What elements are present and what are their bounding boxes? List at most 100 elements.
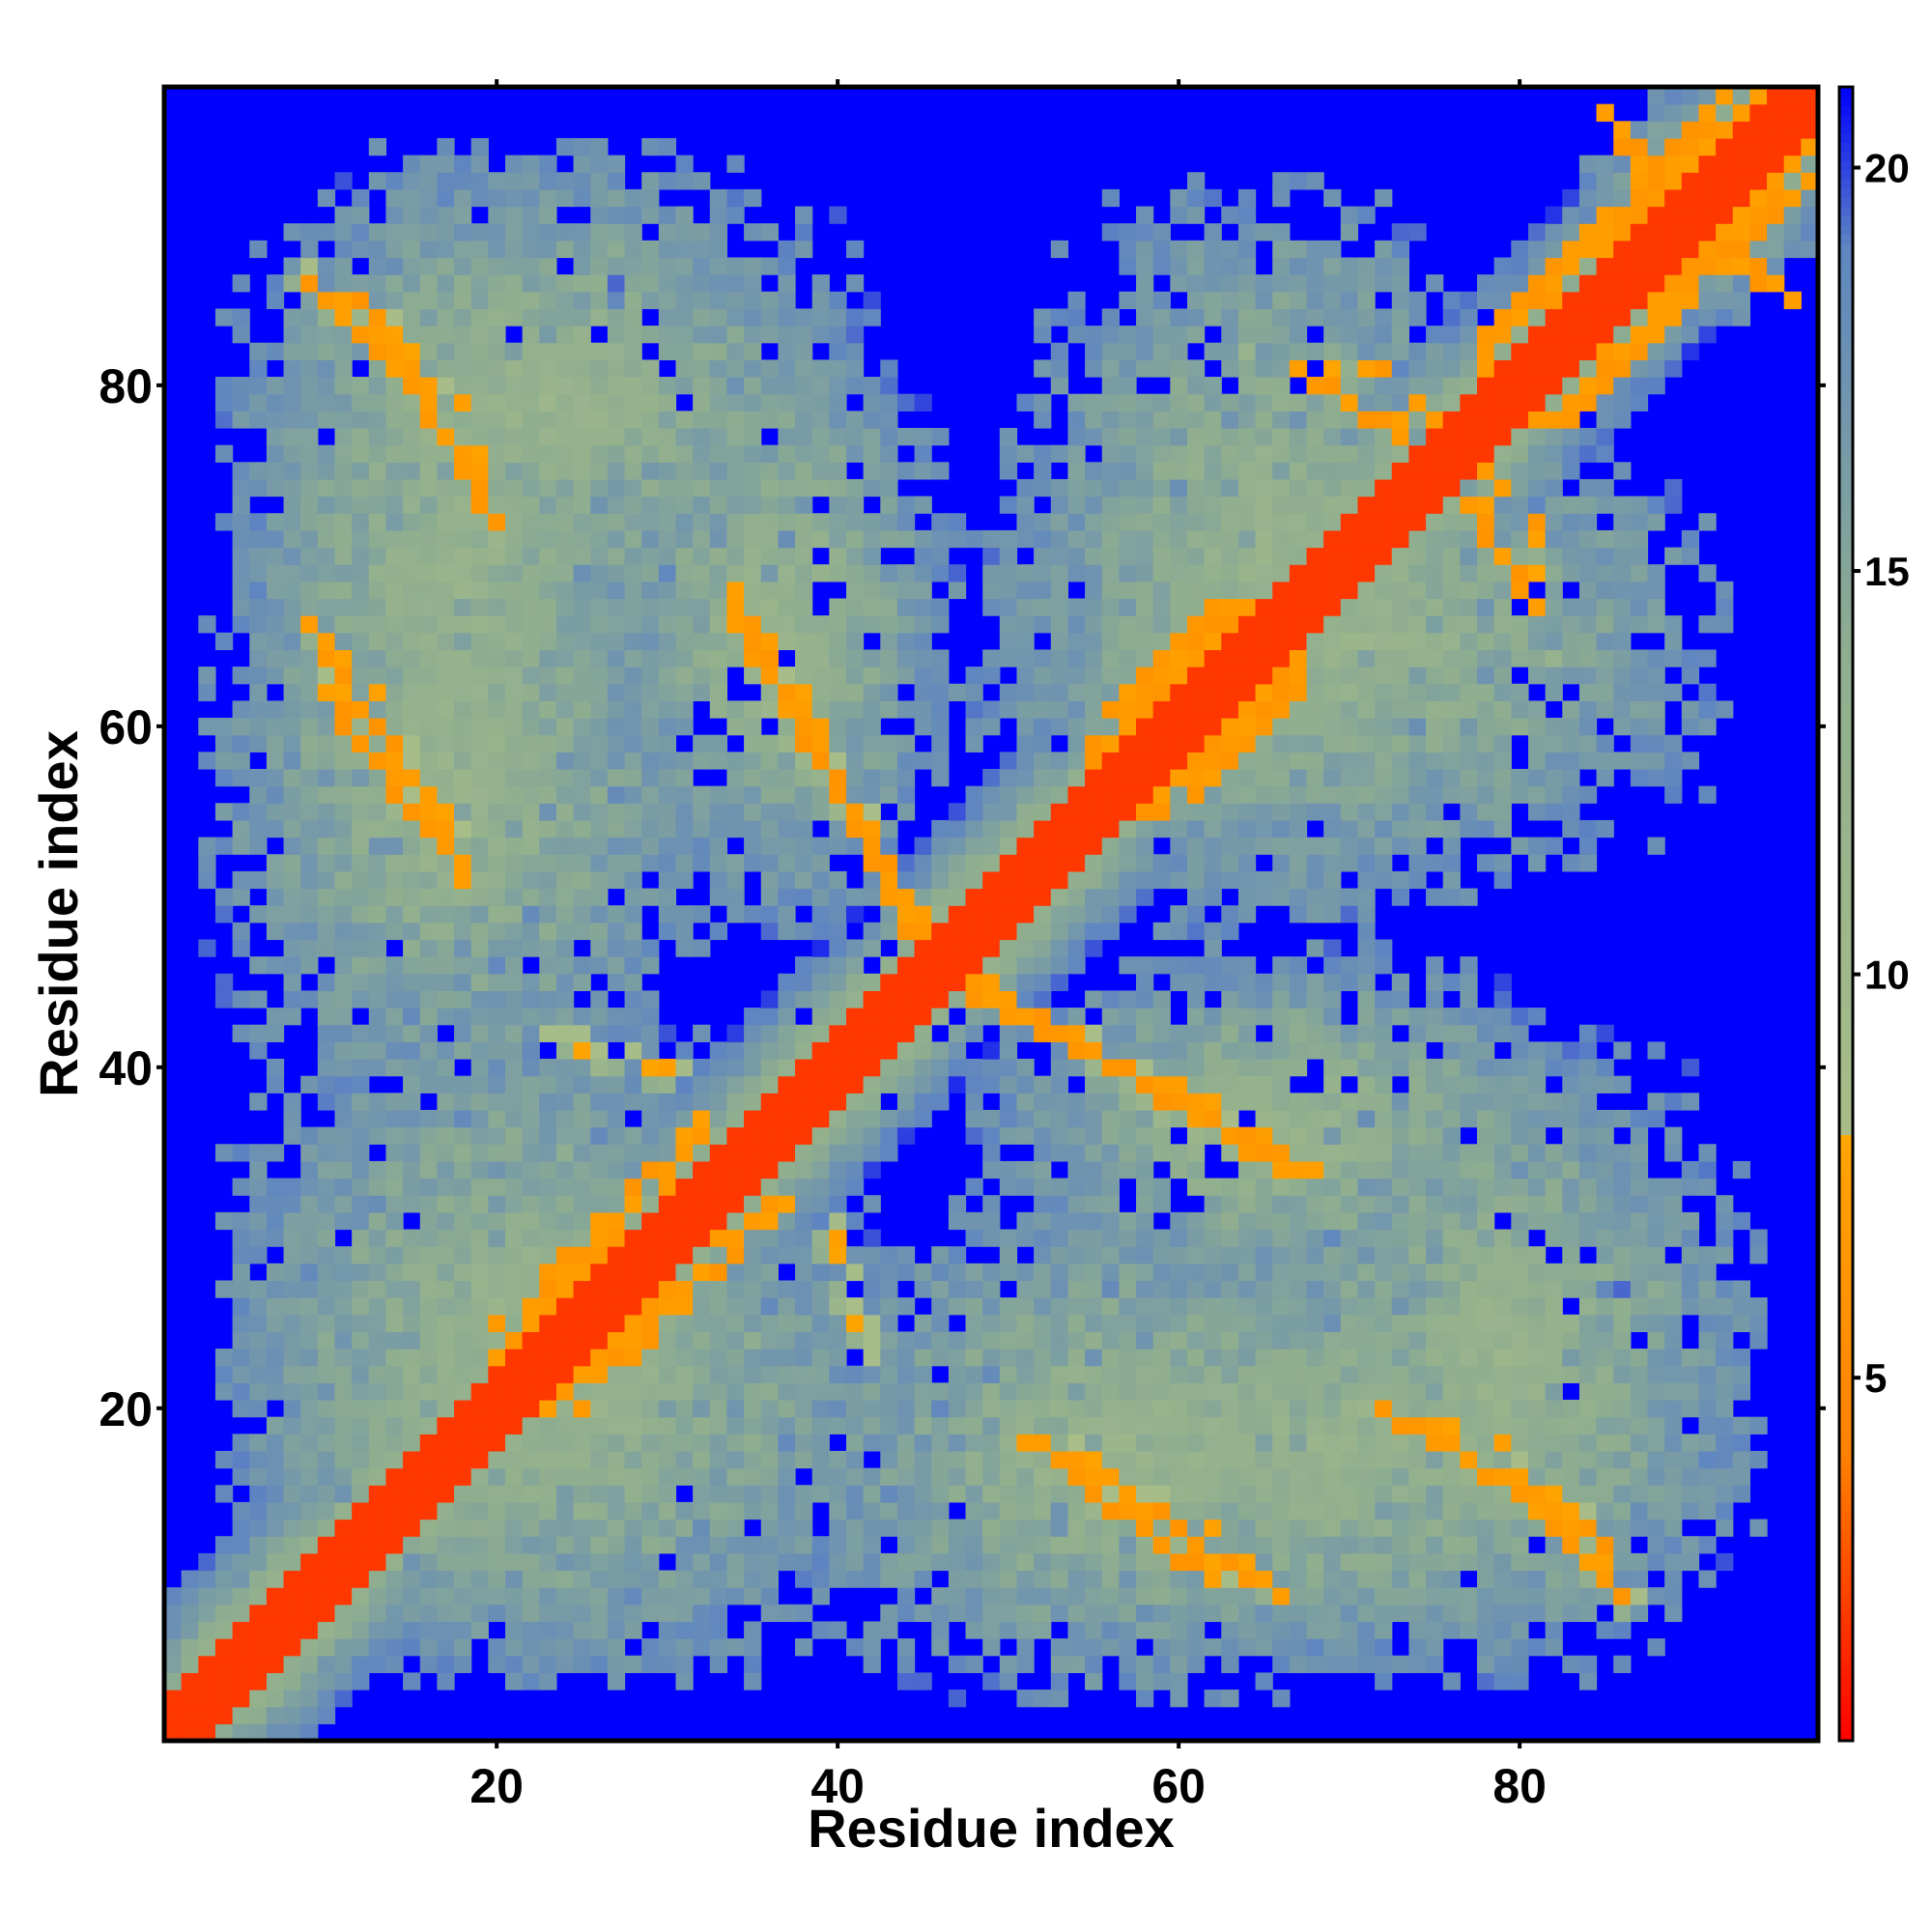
heatmap-cell (624, 854, 642, 872)
heatmap-cell (1119, 837, 1137, 855)
heatmap-cell (403, 854, 421, 872)
heatmap-cell (249, 1365, 268, 1383)
heatmap-cell (1221, 581, 1239, 600)
heatmap-cell (1034, 803, 1052, 821)
heatmap-cell (1170, 1349, 1188, 1367)
heatmap-cell (658, 1400, 677, 1418)
heatmap-cell (368, 1416, 387, 1435)
heatmap-cell (863, 990, 881, 1009)
heatmap-cell (1119, 411, 1137, 429)
heatmap-cell (624, 308, 642, 327)
heatmap-cell (539, 700, 557, 719)
heatmap-cell (607, 172, 626, 190)
heatmap-cell (675, 752, 694, 770)
heatmap-cell (1067, 870, 1086, 890)
heatmap-cell (317, 1690, 336, 1708)
heatmap-cell (999, 1008, 1018, 1026)
heatmap-cell (931, 1621, 950, 1639)
heatmap-cell (249, 667, 268, 685)
heatmap-cell (555, 1195, 575, 1213)
heatmap-cell (1085, 529, 1103, 549)
heatmap-cell (1016, 1314, 1035, 1333)
heatmap-cell (863, 411, 881, 429)
heatmap-cell (1289, 1109, 1308, 1128)
heatmap-cell (1170, 326, 1188, 344)
heatmap-cell (1237, 1297, 1257, 1316)
heatmap-cell (1204, 819, 1222, 838)
heatmap-cell (896, 1093, 916, 1111)
heatmap-cell (845, 478, 865, 497)
heatmap-cell (1237, 598, 1257, 616)
heatmap-cell (573, 837, 591, 855)
heatmap-cell (778, 1485, 796, 1503)
heatmap-cell (1067, 1059, 1086, 1077)
heatmap-cell (352, 837, 370, 855)
heatmap-cell (658, 462, 677, 480)
heatmap-cell (693, 1604, 711, 1623)
heatmap-cell (283, 427, 301, 446)
heatmap-cell (1085, 1059, 1103, 1077)
heatmap-cell (232, 1519, 250, 1537)
heatmap-cell (1034, 1093, 1052, 1111)
heatmap-cell (334, 1109, 353, 1128)
heatmap-cell (403, 1416, 421, 1435)
heatmap-cell (658, 1059, 677, 1077)
heatmap-cell (1170, 1246, 1188, 1264)
heatmap-cell (352, 427, 370, 446)
heatmap-cell (845, 1211, 865, 1231)
heatmap-cell (1306, 1552, 1324, 1572)
heatmap-cell (795, 870, 813, 890)
heatmap-cell (1289, 1178, 1308, 1196)
heatmap-cell (1204, 870, 1222, 890)
heatmap-cell (266, 768, 285, 787)
heatmap-cell (1272, 956, 1291, 975)
heatmap-cell (368, 1008, 387, 1026)
heatmap-cell (811, 768, 830, 787)
heatmap-cell (744, 547, 762, 565)
heatmap-cell (760, 1059, 779, 1077)
heatmap-cell (607, 274, 626, 293)
heatmap-cell (266, 1552, 285, 1572)
heatmap-cell (863, 1331, 881, 1350)
heatmap-cell (1186, 411, 1206, 429)
heatmap-cell (283, 1126, 301, 1145)
heatmap-cell (982, 1314, 1001, 1333)
heatmap-cell (522, 905, 540, 923)
heatmap-cell (1289, 1093, 1308, 1111)
heatmap-cell (504, 1314, 524, 1333)
heatmap-cell (198, 1552, 216, 1572)
heatmap-cell (1237, 1552, 1257, 1572)
heatmap-cell (488, 1434, 506, 1452)
heatmap-cell (726, 1059, 745, 1077)
heatmap-cell (675, 1263, 694, 1282)
heatmap-cell (624, 1314, 642, 1333)
heatmap-cell (1272, 615, 1291, 634)
heatmap-cell (1186, 581, 1206, 600)
heatmap-cell (880, 1485, 898, 1503)
heatmap-cell (590, 700, 609, 719)
heatmap-cell (1101, 444, 1120, 463)
heatmap-cell (539, 1280, 557, 1298)
heatmap-cell (744, 359, 762, 378)
heatmap-cell (232, 274, 250, 293)
heatmap-cell (1050, 478, 1069, 497)
heatmap-cell (948, 1655, 967, 1673)
heatmap-cell (1085, 1178, 1103, 1196)
heatmap-cell (1289, 734, 1308, 753)
heatmap-cell (760, 1126, 779, 1145)
heatmap-cell (385, 785, 404, 804)
heatmap-cell (573, 870, 591, 890)
heatmap-cell (266, 564, 285, 582)
heatmap-cell (795, 922, 813, 941)
heatmap-cell (1237, 1093, 1257, 1111)
heatmap-cell (1067, 1621, 1086, 1639)
heatmap-cell (795, 223, 813, 242)
heatmap-cell (1170, 411, 1188, 429)
heatmap-cell (470, 956, 489, 975)
heatmap-cell (965, 1093, 983, 1111)
heatmap-cell (590, 1570, 609, 1588)
heatmap-cell (1306, 718, 1324, 736)
heatmap-cell (385, 819, 404, 838)
heatmap-cell (1101, 667, 1120, 685)
heatmap-cell (675, 257, 694, 275)
